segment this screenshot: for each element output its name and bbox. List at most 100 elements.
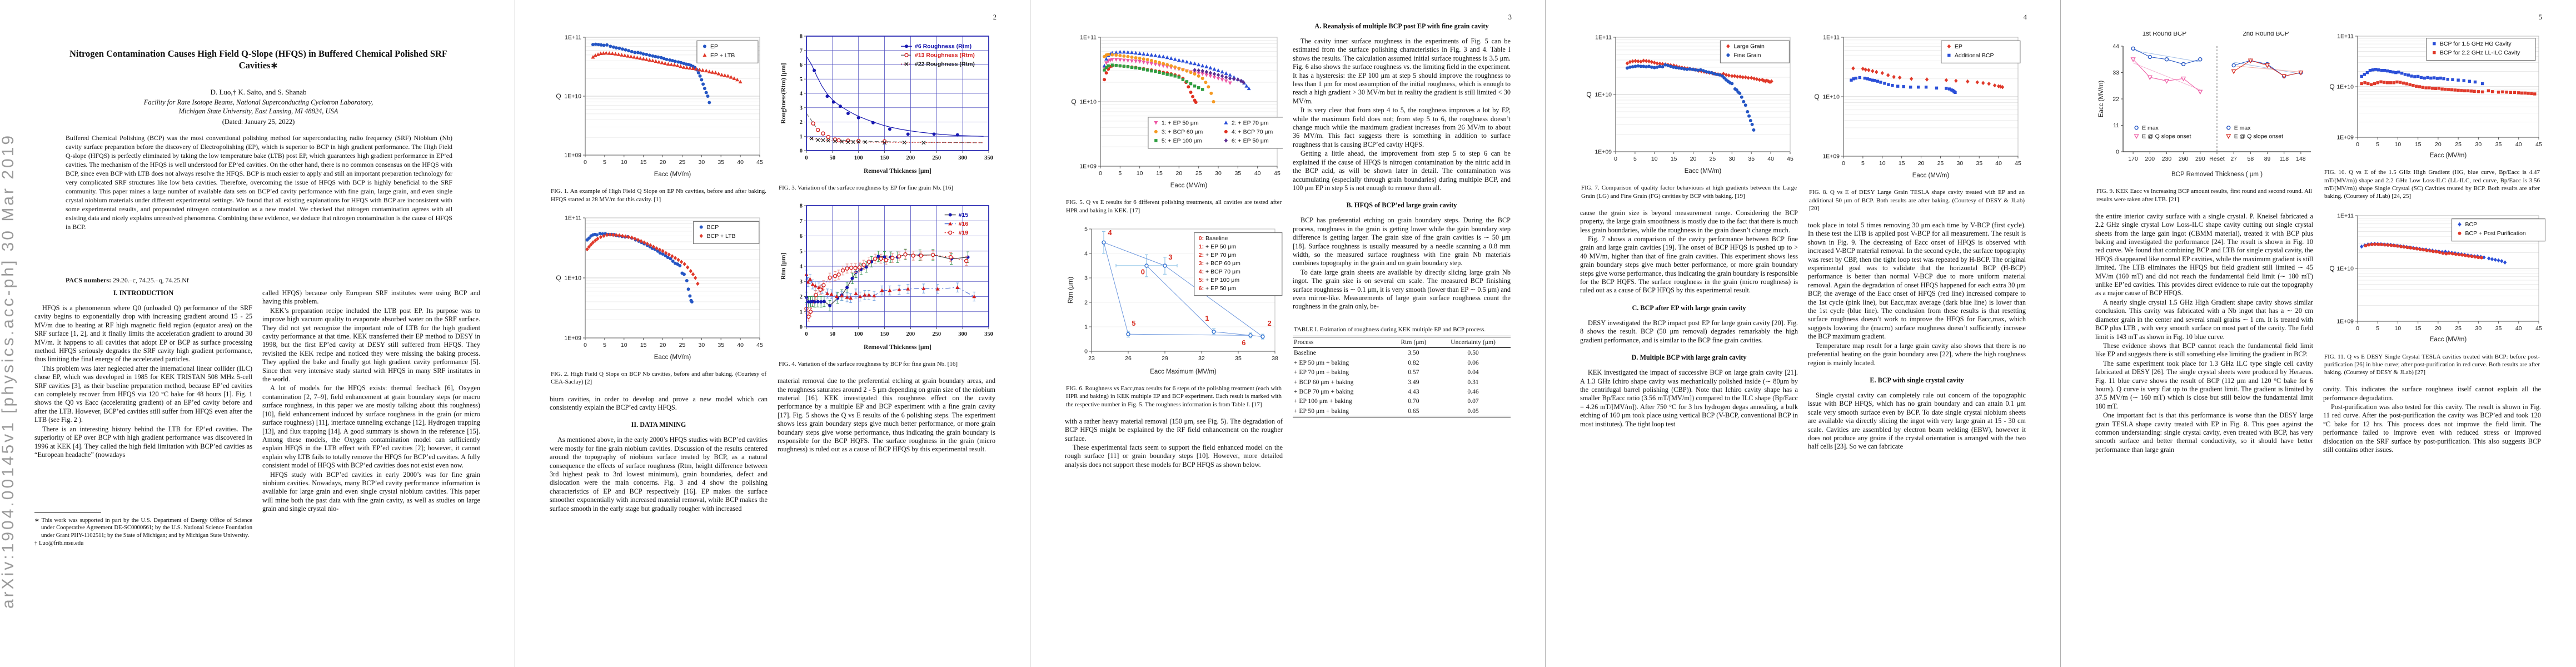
- svg-text:BCP + Post Purification: BCP + Post Purification: [2465, 230, 2526, 237]
- svg-text:5: + EP 100 μm: 5: + EP 100 μm: [1199, 277, 1240, 283]
- svg-text:0: 0: [584, 159, 587, 166]
- p1-right-column: called HFQS) because only European SRF i…: [262, 289, 480, 514]
- svg-text:30: 30: [2475, 141, 2482, 148]
- svg-text:#16: #16: [959, 221, 969, 227]
- svg-text:2: + EP 70 μm: 2: + EP 70 μm: [1199, 252, 1237, 258]
- svg-text:5: 5: [1132, 319, 1135, 327]
- svg-text:1E+10: 1E+10: [2336, 84, 2354, 91]
- svg-text:1E+10: 1E+10: [564, 93, 581, 100]
- svg-text:0: 0: [805, 155, 808, 161]
- paragraph: This problem was later neglected after t…: [34, 364, 252, 424]
- figure-6-chart: 23 26 29 32 35 38 0 1 2 3 4 5 Eacc Maximum (MV/m) Rtm…: [1065, 223, 1283, 380]
- paragraph: These evidence shows that BCP cannot rea…: [2095, 341, 2313, 359]
- svg-text:6: + EP 50 μm: 6: + EP 50 μm: [1232, 137, 1269, 144]
- svg-text:40: 40: [1254, 170, 1261, 177]
- section-a-heading: A. Reanalysis of multiple BCP post EP wi…: [1314, 22, 1489, 30]
- svg-text:30: 30: [1956, 160, 1963, 167]
- svg-text:45: 45: [2535, 325, 2542, 332]
- svg-text:45: 45: [2015, 160, 2021, 167]
- svg-text:EP + LTB: EP + LTB: [710, 52, 735, 59]
- svg-text:Q: Q: [1586, 91, 1591, 98]
- svg-text:Q: Q: [2329, 83, 2334, 91]
- svg-text:10: 10: [2395, 325, 2401, 332]
- svg-text:35: 35: [1976, 160, 1982, 167]
- svg-text:15: 15: [1899, 160, 1905, 167]
- svg-text:BCP: BCP: [707, 224, 719, 231]
- svg-text:BCP for 2.2 GHz LL-ILC Cavity: BCP for 2.2 GHz LL-ILC Cavity: [2440, 49, 2520, 56]
- svg-text:E max: E max: [2142, 125, 2159, 131]
- svg-text:33: 33: [2112, 69, 2119, 76]
- svg-text:40: 40: [1995, 160, 2002, 167]
- svg-text:35: 35: [1234, 170, 1241, 177]
- paragraph: Fig. 7 shows a comparison of the cavity …: [1580, 235, 1798, 295]
- svg-text:25: 25: [679, 342, 686, 349]
- table-1-block: TABLE I. Estimation of roughness during …: [1293, 326, 1511, 418]
- svg-text:0: 0: [800, 148, 803, 155]
- svg-text:20: 20: [660, 159, 666, 166]
- svg-text:25: 25: [2455, 325, 2462, 332]
- svg-text:3: 3: [1168, 253, 1172, 261]
- paragraph: The same experiment took place for 1.3 G…: [2095, 359, 2313, 410]
- svg-text:Rtm [μm]: Rtm [μm]: [780, 252, 787, 279]
- figure-4-chart: 0 50 100 150 200 250 300 350 0 1 2 3 4 5 6 7 8 Removal Th…: [778, 201, 995, 356]
- svg-text:10: 10: [1879, 160, 1886, 167]
- figure-5-caption: FIG. 5. Q vs E results for 6 different p…: [1066, 199, 1282, 214]
- svg-text:0: 0: [1614, 156, 1617, 162]
- paragraph: There is an interesting history behind t…: [34, 425, 252, 459]
- svg-text:1E+11: 1E+11: [565, 34, 581, 41]
- svg-text:4: + BCP 70 μm: 4: + BCP 70 μm: [1199, 268, 1240, 275]
- svg-text:5: 5: [800, 248, 803, 255]
- paragraph: BCP has preferential etching on grain bo…: [1293, 216, 1511, 267]
- figure-9-chart: 170 200 230 260 290 Reset 27 58 89 118 148 0 11 22 33 4…: [2095, 31, 2313, 183]
- svg-text:10: 10: [621, 342, 627, 349]
- svg-text:3: 3: [1084, 275, 1088, 281]
- svg-text:50: 50: [830, 155, 836, 161]
- paragraph: cavity. This indicates the surface rough…: [2323, 385, 2541, 402]
- svg-text:25: 25: [679, 159, 686, 166]
- footnote-email: † Luo@frib.msu.edu: [34, 540, 84, 547]
- svg-text:290: 290: [2195, 156, 2205, 162]
- p2-right-column: 0 50 100 150 200 250 300 350 0 1 2 3 4 5 6 7 8 Removal Th…: [778, 31, 995, 454]
- svg-text:Eacc (MV/m): Eacc (MV/m): [1912, 172, 1950, 179]
- arxiv-watermark: arXiv:1904.00145v1 [physics.acc-ph] 30 M…: [0, 53, 24, 614]
- svg-text:30: 30: [698, 342, 705, 349]
- svg-text:1E+11: 1E+11: [565, 215, 581, 221]
- figure-8-chart: 0 5 10 15 20 25 30 35 40 45 1E+09 1E+10 1E+11 Eacc (M…: [1808, 32, 2026, 184]
- figure-1-caption: FIG. 1. An example of High Field Q Slope…: [551, 188, 766, 203]
- svg-text:2: 2: [1084, 299, 1088, 306]
- paper-title: Nitrogen Contamination Causes High Field…: [69, 48, 448, 71]
- svg-text:260: 260: [2179, 156, 2189, 162]
- svg-text:Eacc (MV/m): Eacc (MV/m): [2098, 81, 2105, 118]
- svg-text:0: 0: [584, 342, 587, 349]
- svg-text:15: 15: [2415, 141, 2421, 148]
- paragraph: with a rather heavy material removal (15…: [1065, 417, 1283, 442]
- pacs-label: PACS numbers:: [66, 276, 112, 284]
- paragraph: cause the grain size is beyond measureme…: [1580, 208, 1798, 234]
- svg-text:25: 25: [2455, 141, 2462, 148]
- page-number: 5: [2538, 13, 2542, 21]
- svg-text:1E+10: 1E+10: [1595, 92, 1612, 98]
- svg-text:100: 100: [854, 331, 863, 337]
- svg-text:7: 7: [800, 48, 803, 54]
- svg-text:Removal Thickness [μm]: Removal Thickness [μm]: [864, 344, 931, 351]
- svg-text:5: 5: [603, 342, 606, 349]
- svg-text:6: 6: [1242, 339, 1245, 347]
- svg-text:350: 350: [984, 331, 993, 337]
- figure-2-chart: 0 5 10 15 20 25 30 35 40 45 1E+09 1E+10 1E+11 Eacc (M…: [550, 212, 768, 366]
- table-1: Process Rtm (μm) Uncertainty (μm) Baseline 3…: [1293, 335, 1511, 418]
- paragraph: The cavity inner surface roughness in th…: [1293, 37, 1511, 105]
- svg-text:30: 30: [2475, 325, 2482, 332]
- figure-10-caption: FIG. 10. Q vs E of the 1.5 GHz High Grad…: [2324, 169, 2540, 200]
- svg-text:35: 35: [2495, 325, 2502, 332]
- svg-text:45: 45: [756, 342, 763, 349]
- svg-text:1: + EP 50 μm: 1: + EP 50 μm: [1199, 243, 1237, 250]
- svg-text:4: + BCP 70 μm: 4: + BCP 70 μm: [1232, 128, 1273, 135]
- footnote-block: ∗ This work was supported in part by the…: [34, 512, 252, 548]
- svg-text:15: 15: [1156, 170, 1163, 177]
- svg-text:5: 5: [2376, 325, 2379, 332]
- paragraph: To date large grain sheets are available…: [1293, 268, 1511, 311]
- svg-text:58: 58: [2248, 156, 2254, 162]
- section-introduction: I. INTRODUCTION: [113, 289, 174, 297]
- paragraph: material removal due to the preferential…: [778, 377, 995, 454]
- svg-text:20: 20: [1918, 160, 1925, 167]
